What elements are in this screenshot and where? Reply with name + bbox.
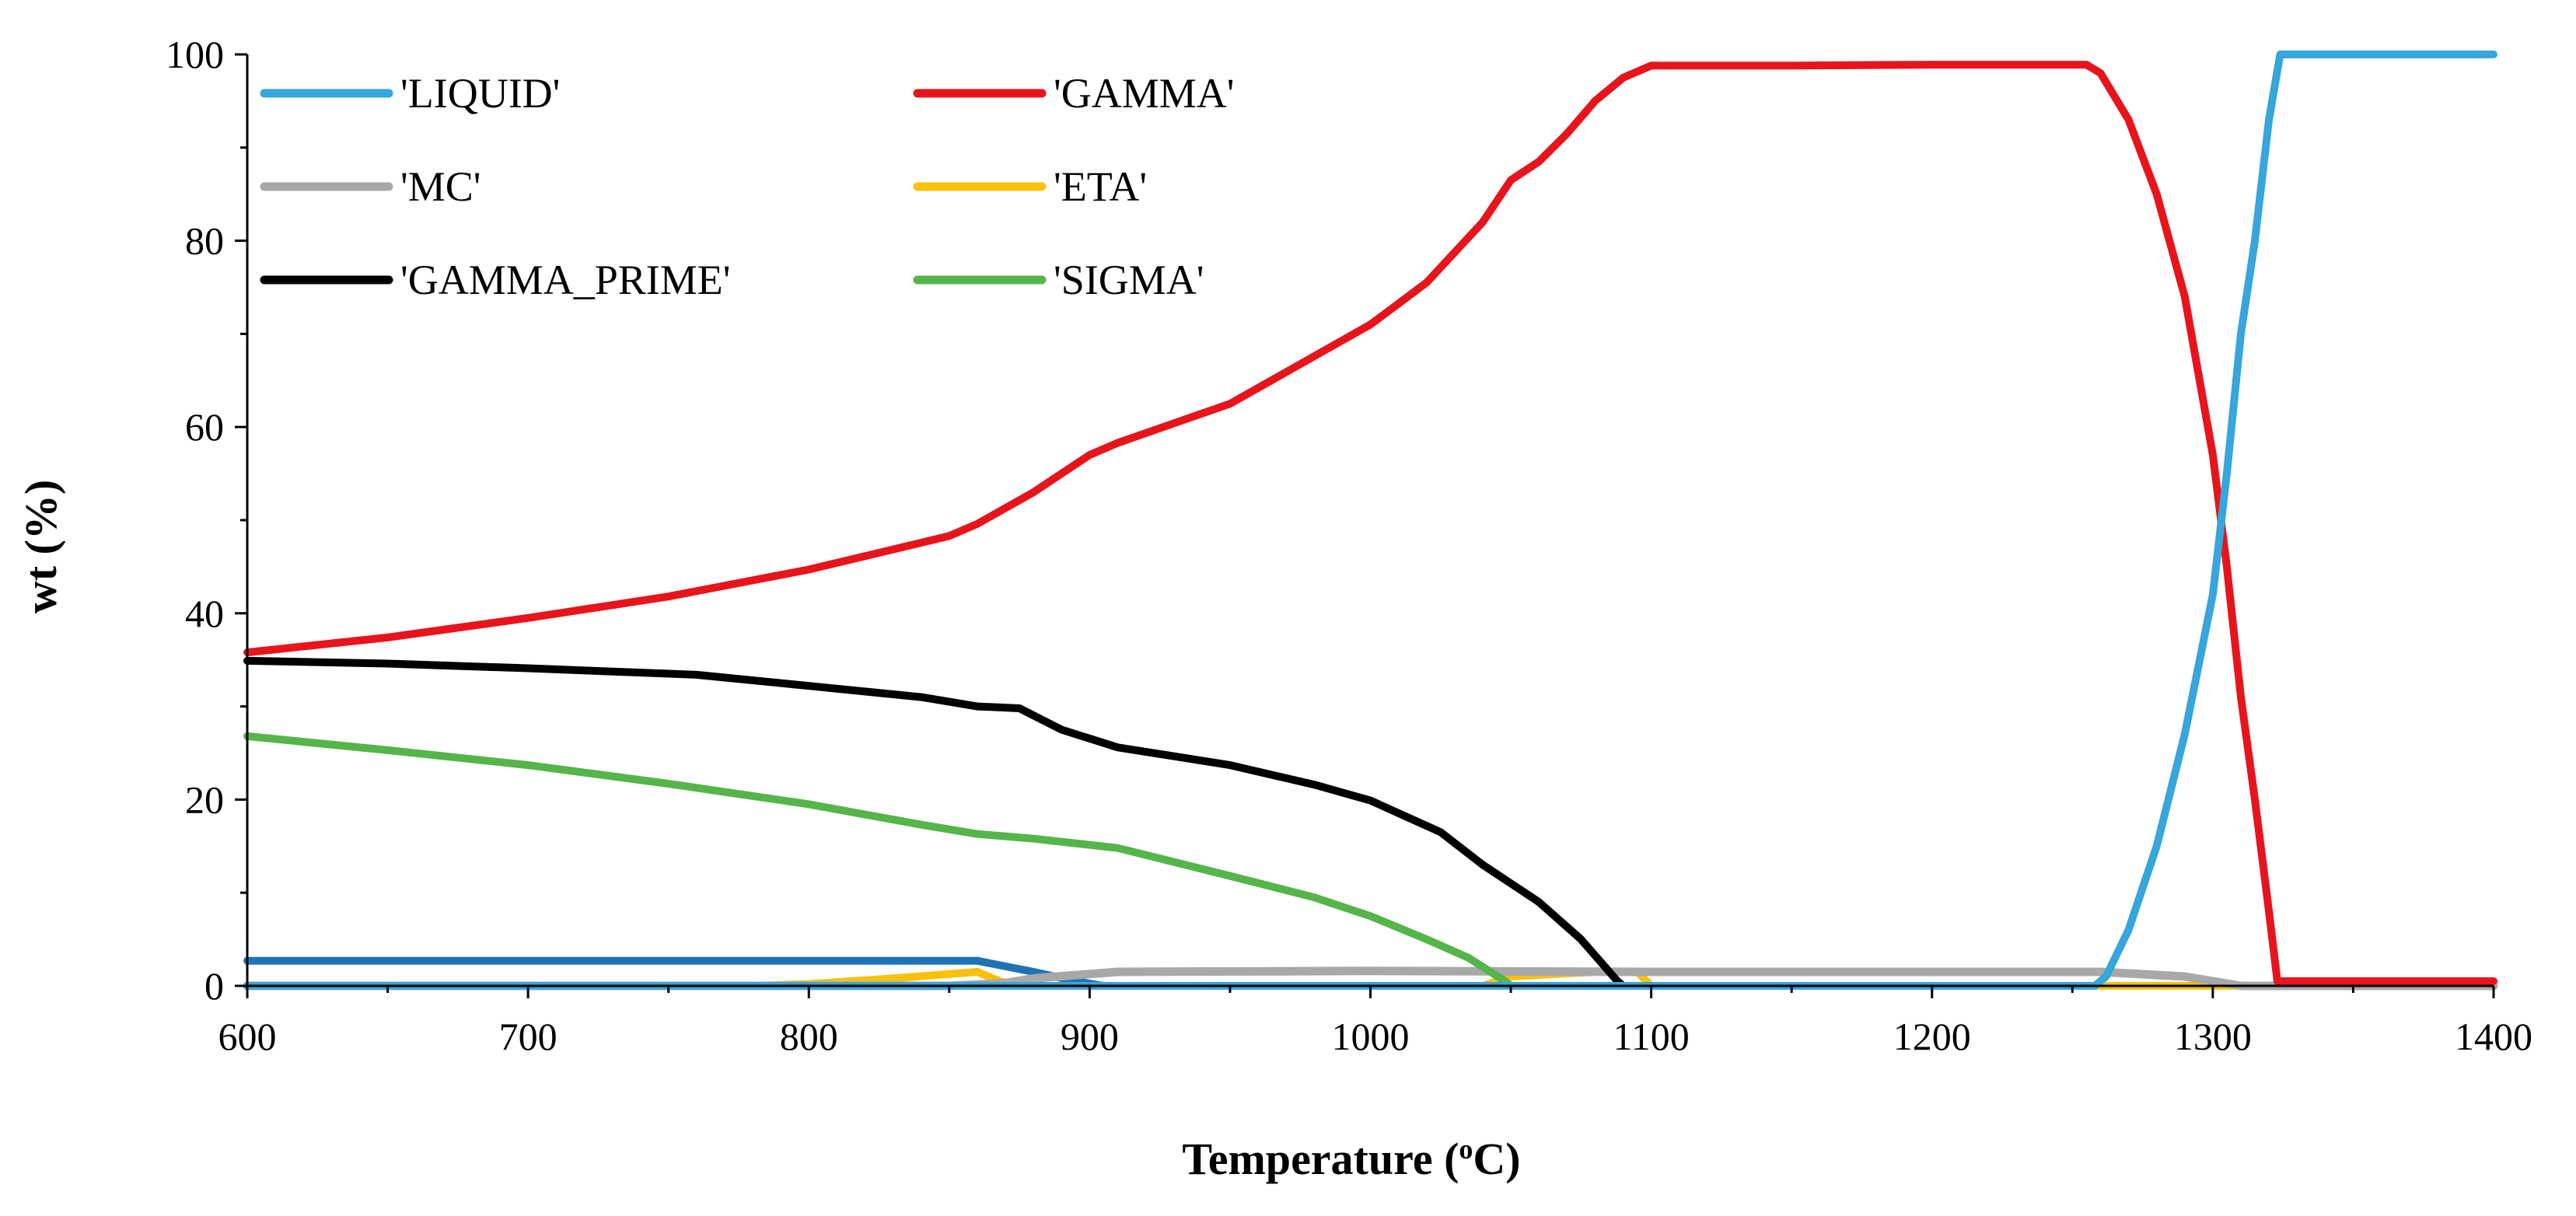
x-tick-label: 600 [218,1015,277,1058]
y-tick-label: 100 [166,33,224,76]
plot-background [247,54,2494,986]
y-tick-label: 0 [204,964,224,1008]
legend-item-sigma: 'SIGMA' [913,257,1204,303]
x-axis-title: Temperature (oC) [1182,1134,1520,1184]
series-line-liquid [243,51,2497,990]
legend-item-eta: 'ETA' [913,163,1147,210]
legend-label: 'GAMMA' [1054,70,1234,117]
series-line-gamma-prime [243,656,1627,990]
x-tick-label: 1200 [1893,1015,1971,1058]
x-tick-label: 1400 [2455,1015,2532,1058]
y-axis-title: wt (%) [16,480,66,613]
y-tick-label: 40 [185,592,224,635]
y-tick-label: 60 [185,405,224,449]
y-tick-label: 20 [185,777,224,821]
axes-layer: 600 700 800 900 1000 1100 1200 1300 1400 0 20 40 60 8… [166,33,2532,1058]
legend-item-gamma: 'GAMMA' [913,70,1234,117]
x-tick-label: 800 [780,1015,838,1058]
legend-item-liquid: 'LIQUID' [260,70,560,117]
x-tick-label: 1100 [1613,1015,1690,1058]
x-tick-label: 1000 [1332,1015,1410,1058]
series-line-gamma [243,61,2497,985]
series-line-sigma [243,732,1515,990]
x-tick-label: 1300 [2174,1015,2252,1058]
legend-label: 'LIQUID' [400,70,560,117]
legend-item-gamma-prime: 'GAMMA_PRIME' [260,257,731,303]
x-tick-label: 700 [499,1015,557,1058]
legend-label: 'ETA' [1054,163,1147,210]
y-tick-label: 80 [185,219,224,263]
legend-label: 'GAMMA_PRIME' [400,257,731,303]
legend-label: 'SIGMA' [1054,257,1204,303]
x-tick-label: 900 [1061,1015,1119,1058]
legend-label: 'MC' [400,163,481,210]
legend-item-mc: 'MC' [260,163,481,210]
legend: 'LIQUID' 'GAMMA' 'MC' 'ETA' 'GAMMA_PRIME' 'SI… [260,70,1234,303]
plot-area [247,54,2494,986]
